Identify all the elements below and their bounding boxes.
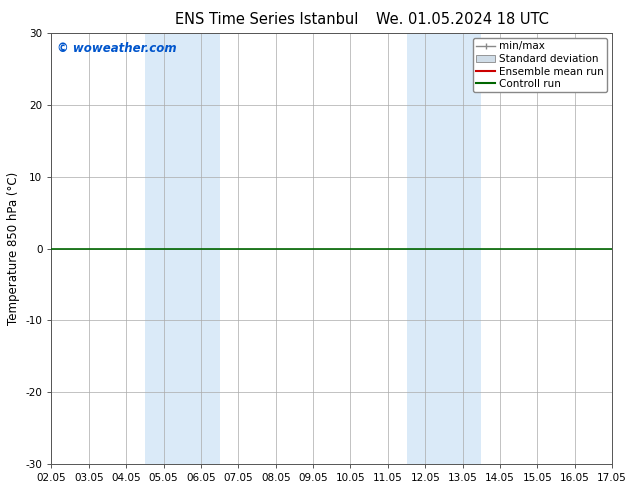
Y-axis label: Temperature 850 hPa (°C): Temperature 850 hPa (°C) (7, 172, 20, 325)
Legend: min/max, Standard deviation, Ensemble mean run, Controll run: min/max, Standard deviation, Ensemble me… (473, 38, 607, 92)
Text: We. 01.05.2024 18 UTC: We. 01.05.2024 18 UTC (377, 12, 549, 27)
Bar (406, 33, 481, 464)
Text: ENS Time Series Istanbul: ENS Time Series Istanbul (174, 12, 358, 27)
Bar (145, 33, 219, 464)
Text: © woweather.com: © woweather.com (57, 42, 177, 54)
